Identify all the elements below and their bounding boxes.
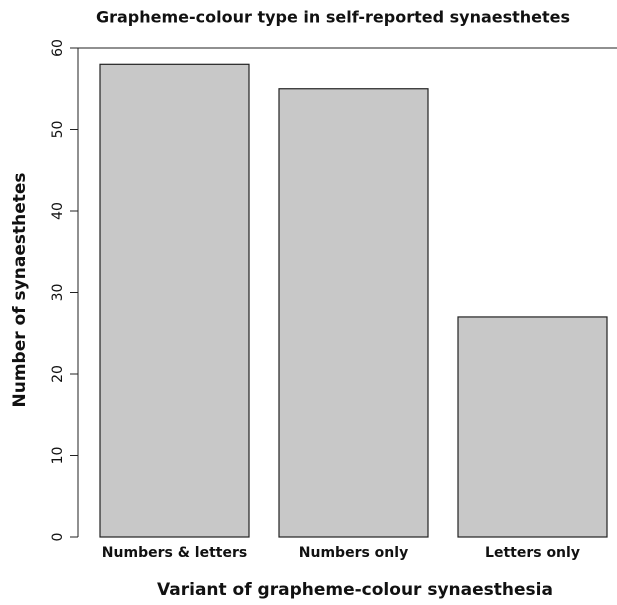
y-tick-label: 60 <box>50 39 66 57</box>
y-tick-label: 40 <box>50 202 66 220</box>
y-axis-label: Number of synaesthetes <box>10 173 30 408</box>
y-tick-label: 10 <box>50 447 66 465</box>
bar <box>99 63 250 538</box>
y-tick-label: 50 <box>50 121 66 139</box>
x-tick-label: Numbers & letters <box>102 545 247 561</box>
bar <box>457 316 608 538</box>
chart-title: Grapheme-colour type in self-reported sy… <box>96 8 570 27</box>
x-tick-label: Numbers only <box>299 545 408 561</box>
y-tick-label: 20 <box>50 365 66 383</box>
y-tick-label: 30 <box>50 284 66 302</box>
x-axis-label: Variant of grapheme-colour synaesthesia <box>157 580 553 600</box>
x-tick-label: Letters only <box>485 545 580 561</box>
y-tick-label: 0 <box>50 533 66 542</box>
bar <box>278 88 429 538</box>
